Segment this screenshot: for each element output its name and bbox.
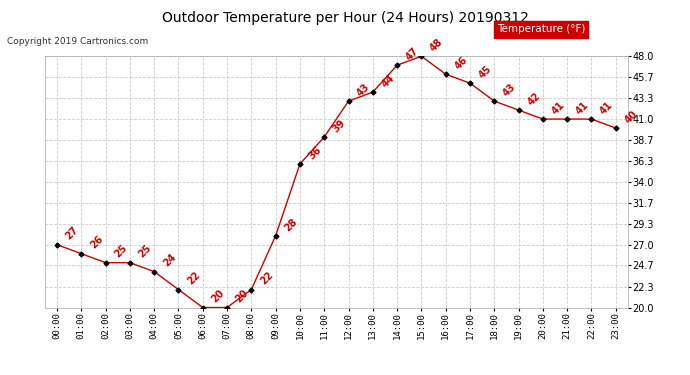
Text: 43: 43 xyxy=(355,82,372,98)
Text: 25: 25 xyxy=(137,243,153,260)
Text: 48: 48 xyxy=(428,37,445,54)
Text: 20: 20 xyxy=(234,288,250,305)
Text: 47: 47 xyxy=(404,46,421,63)
Text: 22: 22 xyxy=(258,270,275,287)
Text: 41: 41 xyxy=(598,100,615,116)
Text: Temperature (°F): Temperature (°F) xyxy=(497,24,585,34)
Text: 22: 22 xyxy=(186,270,202,287)
Text: 28: 28 xyxy=(283,216,299,233)
Text: 41: 41 xyxy=(550,100,566,116)
Text: 41: 41 xyxy=(574,100,591,116)
Text: 45: 45 xyxy=(477,64,493,80)
Text: 24: 24 xyxy=(161,252,178,269)
Text: Copyright 2019 Cartronics.com: Copyright 2019 Cartronics.com xyxy=(7,38,148,46)
Text: 36: 36 xyxy=(307,144,324,161)
Text: 27: 27 xyxy=(64,225,81,242)
Text: 39: 39 xyxy=(331,118,348,134)
Text: 40: 40 xyxy=(622,109,640,125)
Text: 42: 42 xyxy=(526,91,542,107)
Text: 20: 20 xyxy=(210,288,226,305)
Text: 43: 43 xyxy=(501,82,518,98)
Text: 26: 26 xyxy=(88,234,105,251)
Text: 44: 44 xyxy=(380,73,396,89)
Text: 25: 25 xyxy=(112,243,129,260)
Text: 46: 46 xyxy=(453,55,469,71)
Text: Outdoor Temperature per Hour (24 Hours) 20190312: Outdoor Temperature per Hour (24 Hours) … xyxy=(161,11,529,25)
